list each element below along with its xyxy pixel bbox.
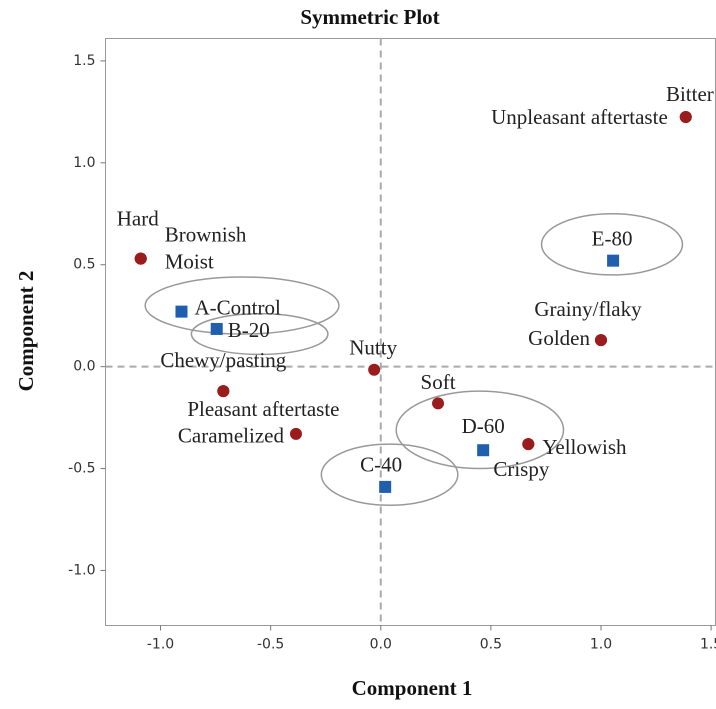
y-axis-label: Component 2 <box>14 271 38 392</box>
x-tick-label: 1.5 <box>700 637 716 653</box>
point-label: Unpleasant aftertaste <box>491 105 668 129</box>
point <box>477 444 490 457</box>
point <box>679 110 692 123</box>
point-label: Hard <box>117 206 159 230</box>
point <box>522 438 535 451</box>
point <box>432 397 445 410</box>
x-axis-label: Component 1 <box>352 676 473 700</box>
point-label: Yellowish <box>542 435 627 459</box>
point <box>217 385 230 398</box>
point-label: Nutty <box>349 336 397 360</box>
ellipse <box>190 312 329 356</box>
point-label: Moist <box>165 249 214 273</box>
point-label: Bitter <box>666 82 714 106</box>
chart-title: Symmetric Plot <box>300 5 439 29</box>
x-tick-label: 0.5 <box>480 637 502 653</box>
x-tick-label: -0.5 <box>257 637 284 653</box>
point-label: A-Control <box>194 295 280 319</box>
point-label: Soft <box>421 370 456 394</box>
ellipse <box>144 276 340 335</box>
point-label: B-20 <box>228 318 270 342</box>
point <box>368 363 381 376</box>
y-tick-label: -0.5 <box>68 461 95 477</box>
point-label: Grainy/flaky <box>534 297 642 321</box>
point-label: Pleasant aftertaste <box>187 397 339 421</box>
point <box>134 252 147 265</box>
point-label: Caramelized <box>178 424 285 448</box>
point <box>289 427 302 440</box>
x-tick-label: -1.0 <box>147 637 174 653</box>
point-label: Brownish <box>165 222 247 246</box>
x-tick-label: 1.0 <box>590 637 612 653</box>
point-label: C-40 <box>360 453 402 477</box>
point-label: D-60 <box>462 414 505 438</box>
point <box>175 305 188 318</box>
point-label: Crispy <box>493 457 550 481</box>
ellipse <box>395 390 565 470</box>
y-tick-label: 0.0 <box>73 359 95 375</box>
point-label: E-80 <box>592 226 633 250</box>
y-tick-label: 1.5 <box>73 53 95 69</box>
ellipse <box>320 443 459 506</box>
point <box>379 480 392 493</box>
y-tick-label: -1.0 <box>68 562 95 578</box>
ellipse <box>540 213 684 276</box>
y-tick-label: 1.0 <box>73 155 95 171</box>
y-tick-label: 0.5 <box>73 257 95 273</box>
point <box>210 322 223 335</box>
point <box>607 254 620 267</box>
point-label: Chewy/pasting <box>160 348 286 372</box>
x-tick-label: 0.0 <box>370 637 392 653</box>
point <box>594 334 607 347</box>
point-label: Golden <box>528 326 590 350</box>
